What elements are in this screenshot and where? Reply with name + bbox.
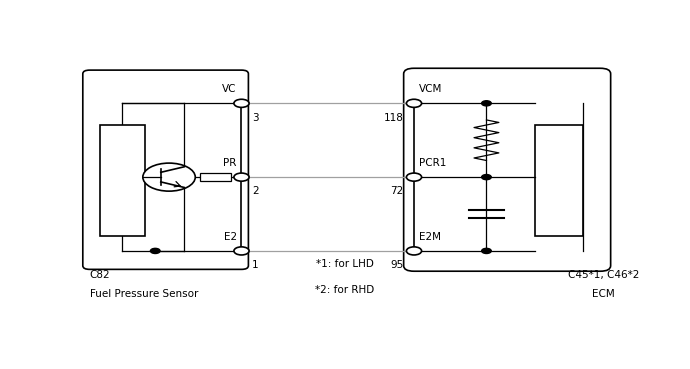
Circle shape — [406, 99, 422, 107]
Text: ECM: ECM — [593, 289, 615, 299]
Text: PR: PR — [224, 158, 237, 168]
Text: VC: VC — [222, 84, 237, 94]
Text: *1: for LHD: *1: for LHD — [316, 259, 374, 269]
Text: 1: 1 — [252, 260, 259, 270]
Circle shape — [406, 173, 422, 181]
Text: 95: 95 — [391, 260, 404, 270]
Text: E2M: E2M — [419, 232, 441, 242]
Circle shape — [234, 173, 249, 181]
Circle shape — [143, 163, 195, 191]
Text: E2: E2 — [224, 232, 237, 242]
Text: 72: 72 — [391, 186, 404, 196]
Circle shape — [234, 99, 249, 107]
Circle shape — [406, 247, 422, 255]
Text: 2: 2 — [252, 186, 259, 196]
Text: C82: C82 — [90, 270, 110, 280]
Circle shape — [234, 247, 249, 255]
Text: *2: for RHD: *2: for RHD — [315, 285, 375, 295]
FancyBboxPatch shape — [404, 68, 611, 271]
Circle shape — [482, 248, 491, 254]
Circle shape — [150, 248, 160, 254]
Circle shape — [482, 175, 491, 180]
Text: PCR1: PCR1 — [419, 158, 446, 168]
Text: VCM: VCM — [419, 84, 442, 94]
Bar — [200, 173, 231, 181]
Circle shape — [482, 101, 491, 106]
Bar — [535, 125, 583, 236]
Text: 118: 118 — [384, 113, 404, 123]
Bar — [100, 125, 145, 236]
Text: Fuel Pressure Sensor: Fuel Pressure Sensor — [90, 289, 198, 299]
FancyBboxPatch shape — [83, 70, 248, 269]
Text: C45*1, C46*2: C45*1, C46*2 — [568, 270, 640, 280]
Text: 3: 3 — [252, 113, 259, 123]
